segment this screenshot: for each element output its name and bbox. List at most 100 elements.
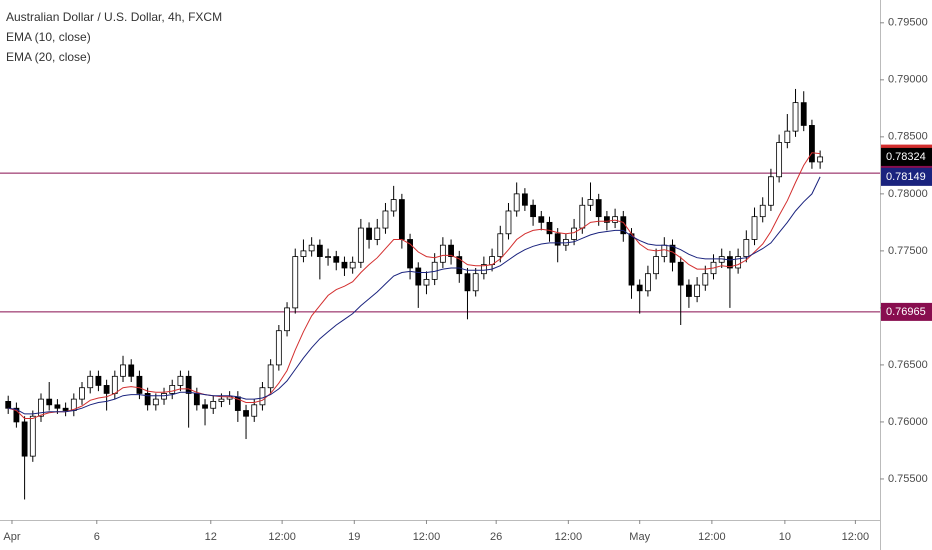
candle-body <box>603 216 610 223</box>
candle-body <box>398 199 405 240</box>
candle-body <box>46 398 53 406</box>
candle-body <box>284 307 290 332</box>
candle-body <box>120 364 126 377</box>
candle-body <box>193 393 200 406</box>
candle-body <box>5 401 12 409</box>
candle-body <box>38 398 44 417</box>
candle-body <box>390 199 397 212</box>
y-tick-label: 0.79000 <box>888 74 928 86</box>
x-tick-label: 19 <box>348 531 360 543</box>
candle-body <box>259 387 266 406</box>
candle-body <box>497 233 504 257</box>
candle-body <box>415 267 422 286</box>
candle-body <box>439 244 446 263</box>
candle-body <box>751 216 758 240</box>
candle-body <box>210 401 217 409</box>
candle-body <box>316 244 323 257</box>
candle-body <box>366 227 372 240</box>
x-tick-label: 12:00 <box>698 531 726 543</box>
y-tick-label: 0.77500 <box>888 245 928 257</box>
ema-tag: 0.78149 <box>886 171 926 183</box>
candle-body <box>13 407 20 423</box>
y-tick-label: 0.75500 <box>888 473 928 485</box>
candle-body <box>735 256 742 269</box>
candle-body <box>727 256 733 269</box>
candle-body <box>456 256 463 275</box>
candle-body <box>571 227 577 240</box>
x-tick-label: 26 <box>490 531 502 543</box>
x-tick-label: 12:00 <box>842 531 870 543</box>
candle-body <box>325 256 331 258</box>
candle-body <box>243 410 249 417</box>
last-price-tag: 0.78324 <box>886 151 926 163</box>
x-tick-label: 12:00 <box>268 531 296 543</box>
y-tick-label: 0.76000 <box>888 416 928 428</box>
candle-body <box>308 244 315 252</box>
candle-body <box>128 364 135 377</box>
candle-body <box>743 239 750 257</box>
candle-body <box>62 407 69 411</box>
candle-body <box>645 273 651 292</box>
candle-body <box>177 375 184 386</box>
y-tick-label: 0.79500 <box>888 17 928 29</box>
candle-body <box>776 142 783 178</box>
ema-line <box>8 176 821 415</box>
candle-body <box>628 233 635 286</box>
candle-body <box>136 375 143 394</box>
candle-body <box>267 364 274 389</box>
legend-entry: EMA (20, close) <box>6 50 91 64</box>
candle-body <box>333 256 340 263</box>
candle-body <box>407 239 413 269</box>
candle-body <box>374 227 381 240</box>
candle-body <box>513 193 520 212</box>
candle-body <box>357 227 364 263</box>
candle-body <box>800 102 807 126</box>
candle-body <box>185 375 192 394</box>
candle-body <box>759 204 766 218</box>
ema-line <box>8 152 821 419</box>
candle-body <box>521 193 528 206</box>
candle-body <box>546 221 553 235</box>
chart-title: Australian Dollar / U.S. Dollar, 4h, FXC… <box>6 10 222 24</box>
candle-body <box>292 256 299 309</box>
candle-body <box>111 375 118 394</box>
candle-body <box>300 250 307 257</box>
candle-body <box>87 375 94 389</box>
candle-body <box>784 130 791 143</box>
x-tick-label: 12:00 <box>413 531 441 543</box>
candle-body <box>677 261 684 286</box>
candle-body <box>554 233 561 246</box>
candle-body <box>79 387 85 400</box>
candle-body <box>636 284 643 292</box>
legend-entry: EMA (10, close) <box>6 30 91 44</box>
candle-body <box>686 284 692 297</box>
candle-body <box>792 102 799 132</box>
candle-body <box>54 404 61 409</box>
x-tick-label: May <box>629 531 650 543</box>
ema-tag-bg <box>881 167 932 186</box>
candle-body <box>464 273 471 292</box>
last-price-tag-bg <box>881 147 932 166</box>
candle-body <box>382 210 389 229</box>
x-tick-label: 6 <box>94 531 100 543</box>
candle-body <box>21 421 28 457</box>
candle-body <box>161 393 167 400</box>
level-tag-bg <box>881 302 932 321</box>
y-tick-label: 0.78000 <box>888 188 928 200</box>
candle-body <box>653 256 660 275</box>
candle-body <box>349 261 356 269</box>
x-tick-label: 12:00 <box>555 531 583 543</box>
x-tick-label: Apr <box>3 531 20 543</box>
candle-body <box>448 244 454 257</box>
level-tag: 0.76965 <box>886 306 926 318</box>
candle-body <box>218 398 225 402</box>
candle-body <box>202 404 208 409</box>
candle-body <box>530 204 536 218</box>
candle-body <box>480 264 487 275</box>
candle-body <box>579 204 586 229</box>
candle-body <box>702 273 709 286</box>
x-tick-label: 10 <box>779 531 791 543</box>
y-tick-label: 0.76500 <box>888 359 928 371</box>
candle-body <box>595 199 602 218</box>
